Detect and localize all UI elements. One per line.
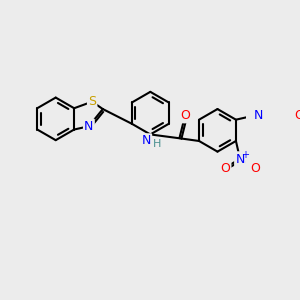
Text: +: + [241, 150, 249, 160]
Text: O: O [181, 109, 190, 122]
Text: N: N [84, 120, 94, 133]
Text: H: H [153, 139, 161, 149]
Text: N: N [254, 109, 263, 122]
Text: N: N [142, 134, 151, 148]
Text: O: O [294, 109, 300, 122]
Text: O: O [220, 162, 230, 175]
Text: N: N [235, 152, 245, 166]
Text: S: S [88, 95, 96, 108]
Text: O: O [250, 162, 260, 175]
